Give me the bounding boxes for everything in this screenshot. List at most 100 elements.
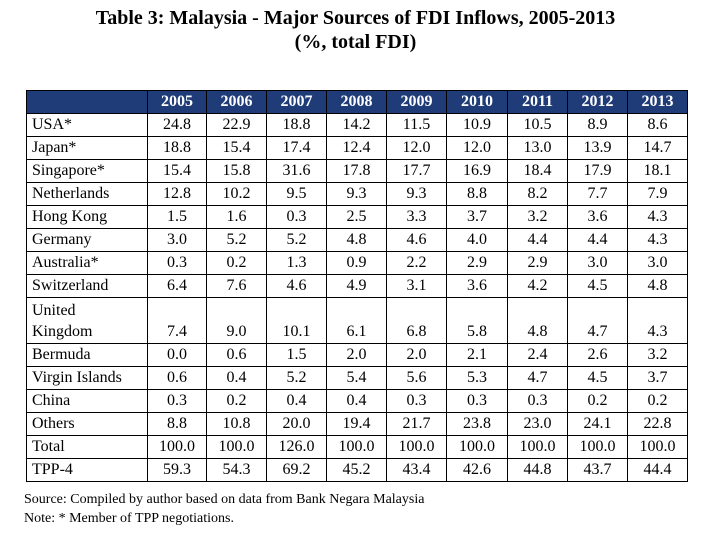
table-row: Bermuda 0.0 0.6 1.5 2.0 2.0 2.1 2.4 2.6 3.2 [26, 343, 688, 367]
table-cell: 4.8 [507, 297, 568, 344]
table-cell: 7.7 [567, 182, 628, 206]
table-cell: 0.3 [266, 205, 327, 229]
column-header: 2009 [386, 90, 447, 114]
table-cell: 11.5 [386, 113, 447, 137]
table-cell: 18.4 [507, 159, 568, 183]
table-row: Total 100.0 100.0 126.0 100.0 100.0 100.0 100.0… [26, 435, 688, 459]
table-cell: 22.9 [206, 113, 267, 137]
table-row: China 0.3 0.2 0.4 0.4 0.3 0.3 0.3 0.2 0.2 [26, 389, 688, 413]
table-cell: 0.4 [326, 389, 387, 413]
table-cell: 1.5 [147, 205, 207, 229]
table-cell: 8.6 [627, 113, 688, 137]
table-row: TPP-4 59.3 54.3 69.2 45.2 43.4 42.6 44.8 43.7 44.… [26, 458, 688, 482]
table-cell: 8.8 [147, 412, 207, 436]
table-cell: 3.6 [567, 205, 628, 229]
table-cell: 7.6 [206, 274, 267, 298]
table-row: Japan* 18.8 15.4 17.4 12.4 12.0 12.0 13.0 13.9 14… [26, 136, 688, 160]
row-label: Switzerland [26, 274, 148, 298]
table-cell: 24.1 [567, 412, 628, 436]
table-cell: 0.9 [326, 251, 387, 275]
table-cell: 14.2 [326, 113, 387, 137]
table-cell: 3.2 [627, 343, 688, 367]
table-cell: 4.3 [627, 297, 688, 344]
table-cell: 44.8 [507, 458, 568, 482]
column-header: 2007 [266, 90, 327, 114]
table-cell: 100.0 [627, 435, 688, 459]
table-cell: 42.6 [446, 458, 508, 482]
table-row: Hong Kong 1.5 1.6 0.3 2.5 3.3 3.7 3.2 3.6 4.3 [26, 205, 688, 229]
table-cell: 4.6 [386, 228, 447, 252]
row-label: Germany [26, 228, 148, 252]
table-cell: 17.9 [567, 159, 628, 183]
table-cell: 2.9 [446, 251, 508, 275]
table-cell: 0.4 [206, 366, 267, 390]
column-header: 2006 [206, 90, 267, 114]
row-label: Australia* [26, 251, 148, 275]
table-cell: 9.5 [266, 182, 327, 206]
table-cell: 2.0 [326, 343, 387, 367]
table-cell: 20.0 [266, 412, 327, 436]
table-cell: 4.2 [507, 274, 568, 298]
table-cell: 15.8 [206, 159, 267, 183]
table-cell: 9.3 [326, 182, 387, 206]
column-header: 2010 [446, 90, 508, 114]
table-cell: 21.7 [386, 412, 447, 436]
table-cell: 5.8 [446, 297, 508, 344]
table-cell: 1.6 [206, 205, 267, 229]
row-label: Bermuda [26, 343, 148, 367]
table-cell: 3.1 [386, 274, 447, 298]
table-cell: 0.2 [567, 389, 628, 413]
table-cell: 100.0 [147, 435, 207, 459]
table-cell: 3.7 [446, 205, 508, 229]
table-cell: 7.4 [147, 297, 207, 344]
row-label-line: Kingdom [32, 322, 93, 340]
table-row: Singapore* 15.4 15.8 31.6 17.8 17.7 16.9 18.4 17… [26, 159, 688, 183]
table-cell: 4.8 [326, 228, 387, 252]
table-cell: 10.2 [206, 182, 267, 206]
table-cell: 15.4 [147, 159, 207, 183]
table-cell: 24.8 [147, 113, 207, 137]
table-cell: 6.4 [147, 274, 207, 298]
table-cell: 23.0 [507, 412, 568, 436]
table-cell: 100.0 [386, 435, 447, 459]
table-cell: 100.0 [446, 435, 508, 459]
table-cell: 100.0 [326, 435, 387, 459]
table-cell: 0.4 [266, 389, 327, 413]
table-cell: 0.3 [507, 389, 568, 413]
table-cell: 43.4 [386, 458, 447, 482]
row-label: China [26, 389, 148, 413]
column-header: 2012 [567, 90, 628, 114]
table-cell: 18.1 [627, 159, 688, 183]
table-cell: 4.3 [627, 205, 688, 229]
column-header: 2008 [326, 90, 387, 114]
fdi-table: 2005 2006 2007 2008 2009 2010 2011 2012 … [26, 90, 688, 482]
table-row: Germany 3.0 5.2 5.2 4.8 4.6 4.0 4.4 4.4 4.3 [26, 228, 688, 252]
table-notes: Source: Compiled by author based on data… [24, 490, 424, 528]
table-row: Australia* 0.3 0.2 1.3 0.9 2.2 2.9 2.9 3.0 3.0 [26, 251, 688, 275]
table-cell: 0.2 [206, 251, 267, 275]
table-cell: 3.0 [567, 251, 628, 275]
table-cell: 3.3 [386, 205, 447, 229]
table-cell: 15.4 [206, 136, 267, 160]
table-cell: 4.9 [326, 274, 387, 298]
table-cell: 4.8 [627, 274, 688, 298]
table-cell: 8.9 [567, 113, 628, 137]
table-cell: 18.8 [147, 136, 207, 160]
table-cell: 7.9 [627, 182, 688, 206]
table-cell: 3.2 [507, 205, 568, 229]
table-row: Netherlands 12.8 10.2 9.5 9.3 9.3 8.8 8.2 7.7 7.9 [26, 182, 688, 206]
table-cell: 43.7 [567, 458, 628, 482]
table-cell: 12.4 [326, 136, 387, 160]
table-cell: 10.9 [446, 113, 508, 137]
table-cell: 12.0 [386, 136, 447, 160]
row-label: Virgin Islands [26, 366, 148, 390]
table-cell: 22.8 [627, 412, 688, 436]
table-cell: 0.2 [627, 389, 688, 413]
table-cell: 2.0 [386, 343, 447, 367]
table-cell: 17.4 [266, 136, 327, 160]
table-cell: 23.8 [446, 412, 508, 436]
table-cell: 4.0 [446, 228, 508, 252]
table-cell: 0.0 [147, 343, 207, 367]
table-cell: 0.6 [206, 343, 267, 367]
table-cell: 3.6 [446, 274, 508, 298]
